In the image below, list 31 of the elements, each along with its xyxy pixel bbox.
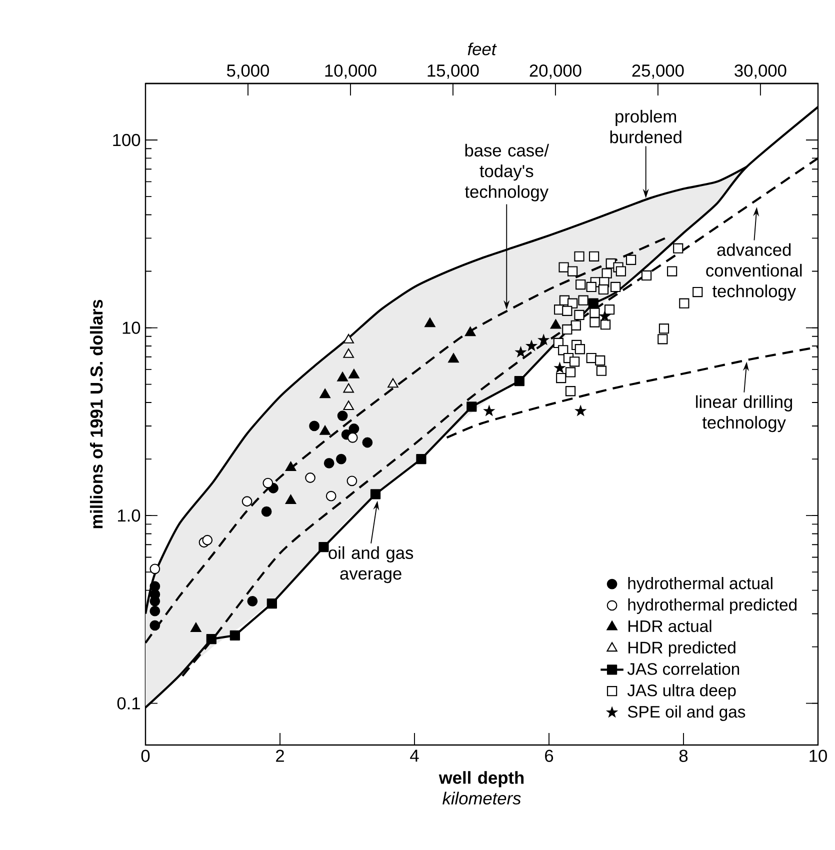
x-tick-label: 0 [141, 750, 150, 762]
legend-label: SPE oil and gas [628, 705, 746, 722]
legend-label: HDR predicted [628, 641, 736, 657]
legend-label: JAS correlation [627, 662, 740, 675]
annotation: base case/ today's technology [464, 144, 549, 202]
y-tick-label: 100 [113, 134, 140, 146]
x2-tick-label: 30,000 [734, 64, 786, 79]
x2-tick-label: 25,000 [632, 64, 684, 79]
legend-label: hydrothermal actual [628, 577, 772, 593]
x-tick-label: 2 [276, 750, 284, 762]
x2-tick-label: 10,000 [325, 64, 376, 79]
x-tick-label: 6 [545, 750, 554, 762]
annotation: oil and gas average [328, 546, 414, 584]
y-tick-label: 1.0 [118, 509, 140, 522]
x-tick-label: 10 [810, 750, 827, 762]
legend-label: JAS ultra deep [627, 684, 736, 700]
x2-tick-label: 15,000 [428, 64, 479, 79]
x2-tick-label: 5,000 [226, 64, 269, 79]
annotation: problem burdened [610, 110, 682, 144]
y-axis-title: millions of 1991 U.S. dollars [90, 300, 103, 528]
legend-label: hydrothermal predicted [628, 598, 796, 614]
y-tick-label: 10 [122, 322, 140, 334]
annotation: advanced conventional technology [706, 243, 802, 301]
x2-tick-label: 20,000 [530, 64, 582, 79]
x-axis-title: well depth kilometers [438, 771, 524, 805]
annotation: linear drilling technology [696, 395, 792, 432]
legend-label: HDR actual [628, 620, 712, 632]
x-tick-label: 4 [410, 750, 419, 762]
y-tick-label: 0.1 [117, 697, 140, 710]
x2-axis-title: feet [468, 42, 497, 56]
x-tick-label: 8 [679, 750, 688, 762]
